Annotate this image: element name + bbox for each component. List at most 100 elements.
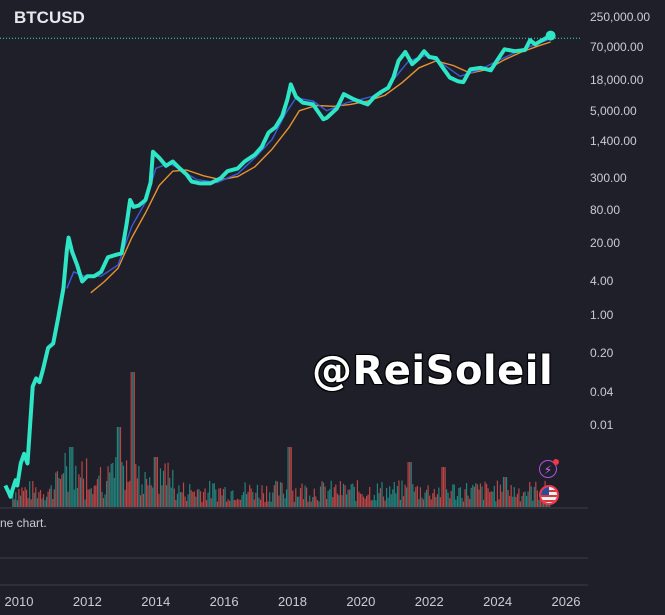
volume-bar: [486, 483, 488, 507]
volume-bar: [266, 486, 268, 507]
volume-bar: [204, 488, 206, 507]
volume-bar: [502, 477, 505, 507]
volume-bar: [498, 499, 500, 507]
volume-bar: [13, 499, 15, 507]
volume-bar: [309, 495, 311, 507]
volume-bar: [379, 488, 381, 507]
volume-bar: [92, 494, 94, 507]
volume-bar: [312, 497, 314, 507]
volume-bar: [376, 483, 378, 507]
price-lines: [3, 33, 552, 499]
volume-bar: [375, 500, 377, 507]
volume-bar: [370, 500, 372, 507]
volume-bar: [219, 488, 222, 507]
volume-bar: [162, 470, 165, 507]
volume-bar: [121, 462, 123, 507]
x-tick-label: 2012: [72, 594, 102, 609]
volume-bar: [472, 485, 474, 507]
volume-bar: [533, 487, 535, 507]
volume-bar: [247, 491, 249, 507]
volume-bar: [344, 485, 346, 507]
volume-bar: [429, 495, 431, 507]
volume-bar: [404, 484, 406, 507]
volume-bar: [24, 487, 26, 507]
volume-bar: [367, 494, 369, 507]
volume-bar: [172, 469, 174, 507]
volume-bar: [449, 498, 451, 507]
volume-bar: [515, 496, 517, 507]
volume-bar: [296, 496, 298, 507]
volume-bar: [307, 501, 309, 507]
volume-bar: [196, 489, 198, 507]
volume-bar: [52, 499, 54, 507]
volume-bar: [413, 491, 415, 507]
volume-bar: [496, 480, 498, 507]
volume-bar: [415, 487, 417, 507]
volume-bar: [139, 495, 142, 507]
volume-bar: [346, 494, 348, 507]
volume-bar: [267, 501, 269, 507]
lightning-icon[interactable]: ⚡: [539, 460, 557, 478]
volume-bar: [158, 493, 160, 507]
volume-bar: [456, 495, 458, 507]
volume-bar: [442, 467, 445, 507]
volume-bar: [395, 493, 397, 507]
us-flag-icon[interactable]: [539, 485, 559, 505]
volume-bar: [227, 499, 229, 507]
volume-bar: [286, 489, 288, 507]
volume-bar: [473, 486, 475, 507]
y-tick-label: 20.00: [590, 235, 621, 250]
volume-bar: [132, 372, 134, 507]
volume-bar: [335, 484, 337, 507]
volume-bar: [69, 447, 71, 507]
volume-bar: [467, 495, 469, 507]
volume-bar: [36, 498, 38, 507]
y-tick-label: 4.00: [590, 274, 614, 289]
volume-bar: [510, 485, 512, 507]
volume-bar: [316, 500, 318, 507]
volume-bar: [292, 490, 294, 507]
volume-bar: [116, 427, 118, 507]
volume-bar: [141, 484, 143, 507]
volume-bar: [32, 481, 34, 507]
y-tick-label: 1,400.00: [590, 134, 637, 149]
volume-bar: [276, 481, 278, 507]
volume-bar: [372, 499, 374, 507]
volume-bar: [302, 499, 305, 507]
volume-bar: [509, 495, 511, 507]
volume-bar: [489, 492, 491, 507]
volume-bar: [384, 500, 386, 507]
volume-bar: [178, 485, 180, 507]
volume-bar: [236, 498, 238, 507]
volume-bar: [439, 497, 441, 507]
volume-bar: [464, 489, 466, 507]
volume-bar: [315, 496, 317, 507]
volume-bar: [310, 501, 312, 507]
volume-bar: [299, 488, 302, 507]
volume-bar: [482, 499, 485, 507]
volume-bar: [313, 488, 315, 507]
x-tick-label: 2018: [278, 594, 307, 609]
volume-bar: [518, 488, 520, 507]
volume-bar: [144, 472, 146, 507]
volume-bar: [82, 478, 85, 507]
volume-bar: [487, 488, 489, 507]
volume-bar: [350, 484, 352, 507]
volume-bar: [347, 489, 349, 507]
volume-bar: [301, 483, 303, 507]
volume-bar: [401, 480, 403, 507]
volume-bar: [193, 491, 195, 507]
volume-bar: [504, 477, 506, 507]
volume-bar: [410, 462, 412, 507]
chart-title: BTCUSD: [14, 8, 85, 27]
volume-bar: [89, 489, 91, 507]
volume-bar: [253, 499, 255, 507]
volume-bar: [186, 500, 188, 507]
volume-bar: [233, 500, 235, 507]
volume-bar: [279, 482, 282, 507]
volume-bar: [366, 495, 368, 507]
volume-bar: [129, 480, 131, 507]
volume-bar: [26, 489, 28, 507]
volume-bar: [146, 479, 148, 507]
